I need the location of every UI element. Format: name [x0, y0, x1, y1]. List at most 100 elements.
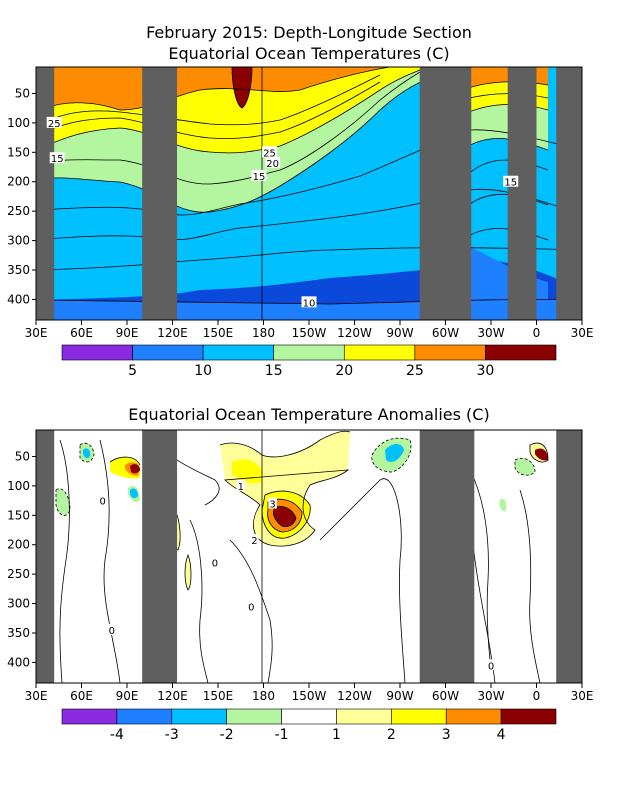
temperature-field [36, 67, 582, 320]
x-tick-label: 150W [292, 326, 327, 340]
colorbar-label: 20 [335, 363, 353, 379]
contour-label: 1 [238, 482, 244, 493]
colorbar-swatch [61, 708, 118, 725]
colorbar-swatch [445, 708, 502, 725]
x-tick-label: 30E [571, 326, 594, 340]
colorbar-swatch [132, 344, 204, 361]
colorbar-label: 1 [332, 727, 341, 743]
colorbar-label: 30 [477, 363, 495, 379]
x-tick-label: 30E [25, 689, 48, 703]
colorbar-swatch [61, 344, 133, 361]
colorbar-label: 10 [194, 363, 212, 379]
contour-label: 25 [48, 119, 61, 130]
contour-label: 3 [269, 500, 275, 511]
y-tick-label: 150 [7, 508, 30, 522]
colorbar-swatch [281, 708, 337, 725]
x-tick-label: 60E [70, 326, 93, 340]
colorbar-label: 25 [406, 363, 424, 379]
y-tick-label: 200 [7, 538, 30, 552]
y-tick-label: 350 [7, 263, 30, 277]
contour-label: 2 [251, 536, 257, 547]
contour-label: 20 [266, 159, 279, 170]
x-tick-label: 30E [25, 326, 48, 340]
colorbar-swatch [226, 708, 282, 725]
contour-label: 15 [253, 172, 266, 183]
x-tick-label: 150E [203, 689, 234, 703]
contour-label-bg [265, 156, 281, 168]
x-tick-label: 90E [116, 689, 139, 703]
land-mask [419, 430, 475, 683]
x-tick-label: 180 [252, 326, 275, 340]
contour-label: 0 [109, 626, 115, 637]
y-tick-label: 100 [7, 116, 30, 130]
contour-label-bg [46, 116, 62, 128]
land-mask [36, 430, 55, 683]
contour-label-bg [49, 152, 65, 164]
x-tick-label: 60W [432, 326, 459, 340]
y-tick-label: 50 [15, 86, 30, 100]
contour-label: 25 [263, 148, 276, 159]
colorbar-label: -3 [165, 727, 179, 743]
x-tick-label: 0 [533, 326, 541, 340]
y-tick-label: 300 [7, 597, 30, 611]
colorbar-swatch [343, 344, 416, 361]
contour-label-bg [503, 175, 519, 187]
x-tick-label: 90W [386, 689, 413, 703]
x-tick-label: 150W [292, 689, 327, 703]
x-tick-label: 30E [571, 689, 594, 703]
contour-label-bg [486, 659, 496, 671]
x-tick-label: 60E [70, 689, 93, 703]
x-tick-label: 120E [157, 326, 188, 340]
land-mask [36, 67, 55, 320]
colorbar-label: 3 [442, 727, 451, 743]
contour-label-bg [250, 534, 259, 546]
temperature-panel: February 2015: Depth-Longitude Section E… [7, 23, 593, 379]
temperature-title: February 2015: Depth-Longitude Section [146, 23, 472, 42]
contour-label: 0 [248, 603, 254, 614]
y-tick-label: 200 [7, 175, 30, 189]
contour-label-bg [251, 169, 267, 181]
colorbar-label: -2 [220, 727, 234, 743]
y-tick-label: 300 [7, 234, 30, 248]
x-tick-label: 60W [432, 689, 459, 703]
contour-label-bg [268, 497, 277, 509]
anomaly-field [36, 430, 582, 683]
x-tick-label: 120W [337, 689, 372, 703]
x-tick-label: 120W [337, 326, 372, 340]
x-tick-label: 90W [386, 326, 413, 340]
y-tick-label: 350 [7, 626, 30, 640]
land-mask [507, 67, 537, 320]
contour-label-bg [107, 624, 117, 636]
x-tick-label: 90E [116, 326, 139, 340]
anomaly-panel: Equatorial Ocean Temperature Anomalies (… [7, 405, 593, 743]
contour-label: 15 [51, 154, 64, 165]
anomaly-title: Equatorial Ocean Temperature Anomalies (… [128, 405, 489, 424]
colorbar-swatch [414, 344, 486, 361]
colorbar-label: -1 [275, 727, 289, 743]
x-tick-label: 30W [477, 689, 504, 703]
y-tick-label: 400 [7, 292, 30, 306]
contour-label-bg [98, 494, 107, 506]
x-tick-label: 180 [252, 689, 275, 703]
colorbar-swatch [485, 344, 557, 361]
colorbar-swatch [273, 344, 345, 361]
land-mask [142, 67, 178, 320]
contour-label: 0 [100, 497, 106, 508]
contour-label: 10 [303, 298, 316, 309]
y-tick-label: 150 [7, 145, 30, 159]
colorbar-label: 5 [128, 363, 137, 379]
colorbar-label: -4 [110, 727, 124, 743]
contour-label-bg [247, 600, 256, 612]
contour-label-bg [262, 146, 278, 158]
colorbar-label: 4 [497, 727, 506, 743]
temperature-subtitle: Equatorial Ocean Temperatures (C) [168, 44, 449, 63]
y-tick-label: 400 [7, 655, 30, 669]
land-mask [142, 430, 178, 683]
contour-label: 0 [488, 661, 494, 672]
colorbar-swatch [116, 708, 173, 725]
x-tick-label: 30W [477, 326, 504, 340]
colorbar-label: 15 [265, 363, 283, 379]
land-mask [556, 67, 582, 320]
x-tick-label: 150E [203, 326, 234, 340]
